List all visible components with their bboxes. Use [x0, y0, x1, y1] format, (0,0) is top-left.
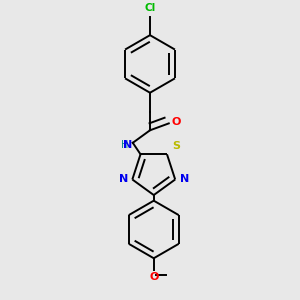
Text: O: O [149, 272, 158, 282]
Text: Cl: Cl [144, 3, 156, 13]
Text: H: H [121, 140, 128, 150]
Text: N: N [180, 175, 189, 184]
Text: O: O [171, 118, 181, 128]
Text: S: S [172, 140, 180, 151]
Text: N: N [123, 140, 132, 150]
Text: N: N [119, 175, 128, 184]
